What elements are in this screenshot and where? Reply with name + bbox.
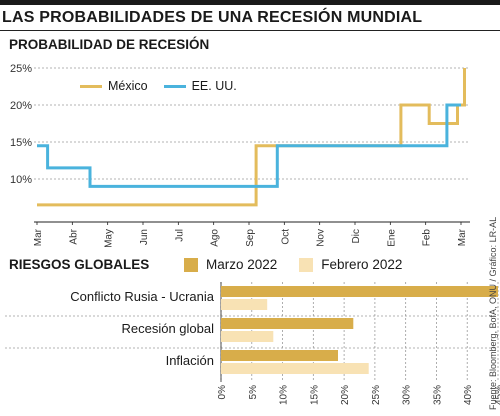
main-title: LAS PROBABILIDADES DE UNA RECESIÓN MUNDI… [2, 9, 423, 26]
legend-swatch-marzo [184, 257, 198, 272]
series-line-mexico [37, 68, 466, 207]
legend-label-febrero: Febrero 2022 [321, 257, 403, 272]
source-note: Fuente: Bloomberg, BofA, ONU / Gráfico: … [488, 216, 498, 410]
bar-x-tick-label: 15% [309, 385, 320, 405]
y-tick-label: 15% [10, 137, 32, 149]
bar-febrero [221, 299, 268, 310]
x-tick-label: Ene [386, 229, 397, 247]
bar-marzo [221, 286, 498, 297]
legend-swatch-eeuu [163, 84, 186, 88]
category-label: Inflación [166, 353, 214, 368]
bar-x-tick-label: 45% [494, 385, 500, 405]
x-tick-label: Abr [68, 228, 79, 244]
legend-label-marzo: Marzo 2022 [206, 257, 278, 272]
legend-swatch-febrero [299, 257, 314, 272]
line-chart-title: PROBABILIDAD DE RECESIÓN [9, 37, 210, 52]
x-tick-label: Ago [210, 229, 221, 247]
x-tick-label: Feb [422, 229, 433, 247]
x-tick-label: Oct [280, 229, 291, 245]
legend-item-mexico: México [80, 79, 148, 93]
bar-marzo [221, 318, 354, 329]
bar-x-tick-label: 20% [340, 385, 351, 405]
x-tick-label: Mar [457, 228, 468, 246]
legend-item-febrero: Febrero 2022 [299, 257, 402, 272]
category-label: Conflicto Rusia - Ucrania [70, 289, 215, 304]
series-line-eeuu [37, 103, 461, 188]
bar-x-tick-label: 5% [248, 385, 259, 400]
x-tick-label: Sep [245, 229, 256, 247]
bar-x-tick-label: 35% [432, 385, 443, 405]
bar-febrero [221, 363, 369, 374]
bar-marzo [221, 350, 338, 361]
legend-item-marzo: Marzo 2022 [184, 257, 277, 272]
bar-x-tick-label: 40% [463, 385, 474, 405]
x-tick-label: Nov [316, 229, 327, 247]
y-tick-label: 20% [10, 100, 32, 112]
line-chart-legend: México EE. UU. [80, 79, 253, 93]
legend-label-eeuu: EE. UU. [191, 79, 237, 93]
bar-x-tick-label: 30% [402, 385, 413, 405]
bar-x-tick-label: 25% [371, 385, 382, 405]
bar-chart-title: RIESGOS GLOBALES [9, 257, 150, 272]
legend-swatch-mexico [80, 84, 102, 88]
title-divider [0, 30, 500, 31]
category-label: Recesión global [121, 321, 214, 336]
x-tick-label: May [104, 229, 115, 248]
bar-febrero [221, 331, 274, 342]
legend-label-mexico: México [108, 79, 148, 93]
top-bar [0, 0, 500, 5]
bar-x-tick-label: 0% [217, 385, 228, 400]
y-tick-label: 25% [10, 63, 32, 75]
y-tick-label: 10% [10, 174, 32, 186]
x-tick-label: Mar [33, 228, 44, 246]
bar-chart-legend: Marzo 2022 Febrero 2022 [184, 257, 424, 272]
x-tick-label: Jun [139, 229, 150, 245]
x-tick-label: Jul [174, 229, 185, 242]
x-tick-label: Dic [351, 229, 362, 243]
bar-x-tick-label: 10% [279, 385, 290, 405]
legend-item-eeuu: EE. UU. [163, 79, 237, 93]
